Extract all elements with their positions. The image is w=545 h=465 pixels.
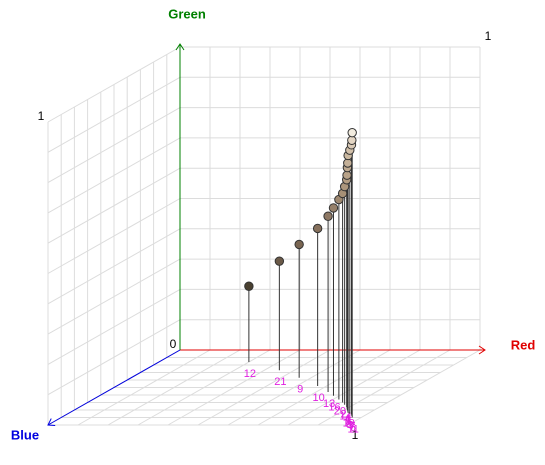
- point-label: 16: [328, 402, 340, 414]
- point: [347, 127, 357, 138]
- point-label: 13: [323, 398, 335, 410]
- point-label: 4: [345, 413, 351, 425]
- blue-axis: [47, 349, 181, 426]
- green-tick-label: 1: [38, 109, 45, 123]
- point-label: 19: [343, 417, 355, 429]
- grid-line: [47, 76, 181, 153]
- red-axis-head: [478, 345, 486, 355]
- red-axis-title: Red: [511, 337, 536, 352]
- point-label: 21: [274, 376, 286, 388]
- point-label: 2: [341, 408, 347, 420]
- grid-line: [227, 349, 361, 426]
- grid-line: [257, 349, 391, 426]
- blue-axis-head: [47, 418, 56, 427]
- point: [294, 239, 304, 250]
- green-axis-title: Green: [168, 6, 206, 21]
- point: [274, 256, 285, 266]
- point-label: 20: [334, 405, 346, 417]
- point-label: 14: [340, 411, 352, 423]
- red-tick-label: 1: [485, 29, 492, 43]
- point-label: 12: [244, 368, 256, 380]
- point-label: 9: [297, 384, 303, 396]
- grid-line: [47, 46, 181, 123]
- point-label: 8: [346, 419, 352, 431]
- grid-line: [287, 349, 421, 426]
- blue-tick-label: 1: [352, 428, 359, 442]
- grid-line: [317, 349, 451, 426]
- point-label: 7: [349, 420, 355, 432]
- green-tick-label: 0: [170, 337, 177, 351]
- point-label: 6: [350, 422, 356, 434]
- grid-line: [47, 167, 181, 244]
- point: [328, 203, 339, 213]
- green-axis-head: [175, 43, 185, 51]
- point-label: 5: [345, 416, 351, 428]
- point-label: 3: [348, 420, 354, 432]
- grid-line: [347, 349, 481, 426]
- point-label: 10: [313, 392, 325, 404]
- point: [312, 223, 323, 234]
- point: [323, 211, 333, 221]
- point: [244, 281, 254, 291]
- point-label: 1: [345, 414, 351, 426]
- point-label: 11: [347, 423, 358, 435]
- grid-line: [47, 137, 181, 214]
- blue-axis-title: Blue: [11, 427, 39, 442]
- grid-line: [47, 107, 181, 184]
